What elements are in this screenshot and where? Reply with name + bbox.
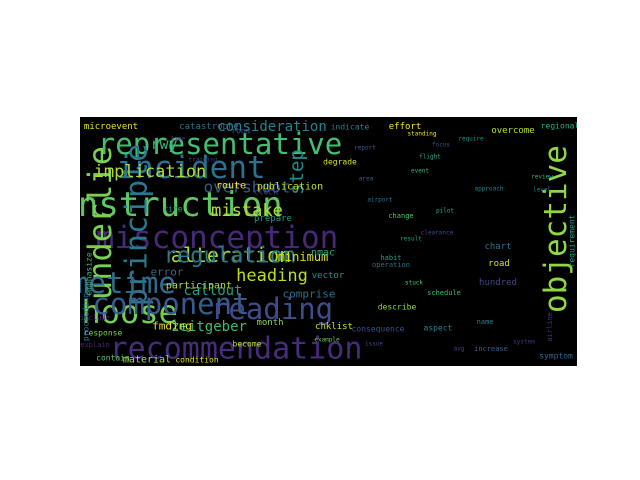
cloud-word-issue: issue	[365, 341, 383, 348]
cloud-word-fmding: fmding	[152, 320, 192, 333]
cloud-word-condition: condition	[175, 356, 219, 365]
cloud-word-become: become	[233, 340, 262, 349]
cloud-word-result: result	[400, 236, 422, 243]
cloud-word-sometime: sometime	[80, 266, 176, 300]
cloud-word-emphasize: emphasize	[85, 252, 94, 296]
cloud-word-degrade: degrade	[323, 158, 357, 167]
cloud-word-consideration: consideration	[217, 119, 327, 135]
cloud-word-effort: effort	[389, 122, 422, 132]
cloud-word-nmac: nmac	[311, 248, 335, 259]
cloud-word-reading: reading	[211, 292, 333, 326]
cloud-word-stuck: stuck	[405, 280, 423, 287]
cloud-word-zeitgeber: zeitgeber	[171, 319, 247, 335]
cloud-word-step: step	[286, 149, 308, 195]
cloud-word-prepare: prepare	[254, 214, 292, 224]
cloud-word-error: error	[150, 266, 183, 279]
word-cloud: recommendation misconceptioninstruction re…	[80, 117, 577, 366]
cloud-word-include: include	[80, 314, 110, 322]
cloud-word-name: name	[477, 318, 494, 326]
cloud-word-proceeding: proceeding	[82, 293, 91, 341]
cloud-word-misconception: misconception	[96, 220, 339, 256]
cloud-word-example: example	[314, 337, 340, 344]
cloud-word-representative: representative	[98, 127, 342, 161]
cloud-word-heading: heading	[236, 266, 308, 286]
cloud-word-mistake: mistake	[211, 201, 283, 221]
cloud-word-material: material	[123, 355, 171, 366]
cloud-word-focus: focus	[432, 142, 450, 149]
cloud-word-consequence: consequence	[352, 325, 405, 334]
cloud-word-participant: participant	[166, 281, 232, 292]
cloud-word-alteration: alteration	[171, 243, 291, 267]
cloud-word-room: room	[231, 127, 250, 136]
cloud-word-implication: implication	[94, 162, 207, 182]
cloud-word-minimum: minimum	[278, 250, 329, 264]
cloud-word-microevent: microevent	[84, 122, 138, 132]
cloud-word-overshoot: overshoot	[204, 178, 291, 197]
cloud-word-review: review	[531, 174, 553, 181]
cloud-word-overcome: overcome	[491, 126, 534, 136]
cloud-word-flight: flight	[419, 154, 441, 161]
cloud-word-airline: airline	[546, 312, 554, 342]
cloud-word-time: time	[171, 136, 186, 143]
cloud-word-operation: operation	[372, 261, 410, 269]
cloud-word-increase: increase	[474, 345, 508, 353]
cloud-word-explain: explain	[80, 341, 110, 349]
cloud-word-underlie: underlie	[81, 146, 119, 300]
cloud-word-standing: standing	[408, 131, 437, 138]
cloud-word-road: road	[488, 259, 510, 269]
cloud-word-clock: clock	[254, 188, 278, 197]
cloud-word-catastrophe: catastrophe	[179, 122, 239, 132]
cloud-word-contain: contain	[96, 354, 130, 363]
cloud-word-cite: cite	[163, 205, 182, 214]
cloud-word-comprise: comprise	[283, 288, 336, 301]
cloud-word-approach: approach	[475, 186, 504, 193]
word-cloud-svg: recommendation misconceptioninstruction re…	[80, 119, 577, 367]
cloud-word-instruction: instruction	[80, 185, 283, 225]
cloud-word-objective: objective	[538, 145, 574, 313]
cloud-word-chart: chart	[484, 242, 511, 252]
cloud-word-clearance: clearance	[421, 230, 454, 237]
cloud-word-training: training	[189, 157, 218, 164]
cloud-word-habit: habit	[380, 254, 401, 262]
cloud-word-regional: regional	[541, 122, 577, 131]
cloud-word-vector: vector	[312, 271, 345, 281]
cloud-word-choose: choose	[80, 293, 178, 331]
cloud-word-requirement: requirement	[568, 214, 577, 267]
cloud-word-change: change	[388, 212, 413, 220]
cloud-word-component: component	[92, 287, 249, 321]
cloud-word-avg: avg	[454, 346, 465, 353]
cloud-word-require: require	[458, 136, 484, 143]
cloud-word-route: route	[216, 181, 246, 192]
cloud-word-month: month	[256, 318, 283, 328]
cloud-word-publication: publication	[257, 182, 323, 193]
cloud-word-incident: incident	[116, 150, 265, 186]
cloud-word-callout: callout	[183, 283, 242, 299]
cloud-word-recommendation: recommendation	[110, 332, 363, 367]
cloud-word-describe: describe	[378, 303, 417, 312]
cloud-word-aspect: aspect	[424, 324, 453, 333]
cloud-word-level: level	[533, 187, 551, 194]
cloud-word-rwy: rwy	[150, 135, 177, 153]
cloud-word-schedule: schedule	[427, 289, 461, 297]
cloud-word-chklist: chklist	[315, 322, 353, 332]
cloud-word-regulation: regulation	[164, 244, 296, 269]
cloud-word-pilot: pilot	[436, 208, 454, 215]
cloud-word-airport: airport	[367, 197, 393, 204]
cloud-word-principle: principle	[120, 144, 155, 307]
cloud-word-report: report	[354, 145, 376, 152]
cloud-word-system: system	[513, 339, 535, 346]
cloud-word-indicate: indicate	[331, 123, 370, 132]
cloud-word-hundred: hundred	[479, 278, 517, 288]
cloud-word-event: event	[411, 168, 429, 175]
cloud-word-response: response	[84, 329, 123, 338]
cloud-word-area: area	[359, 176, 374, 183]
cloud-word-symptom: symptom	[539, 352, 573, 361]
